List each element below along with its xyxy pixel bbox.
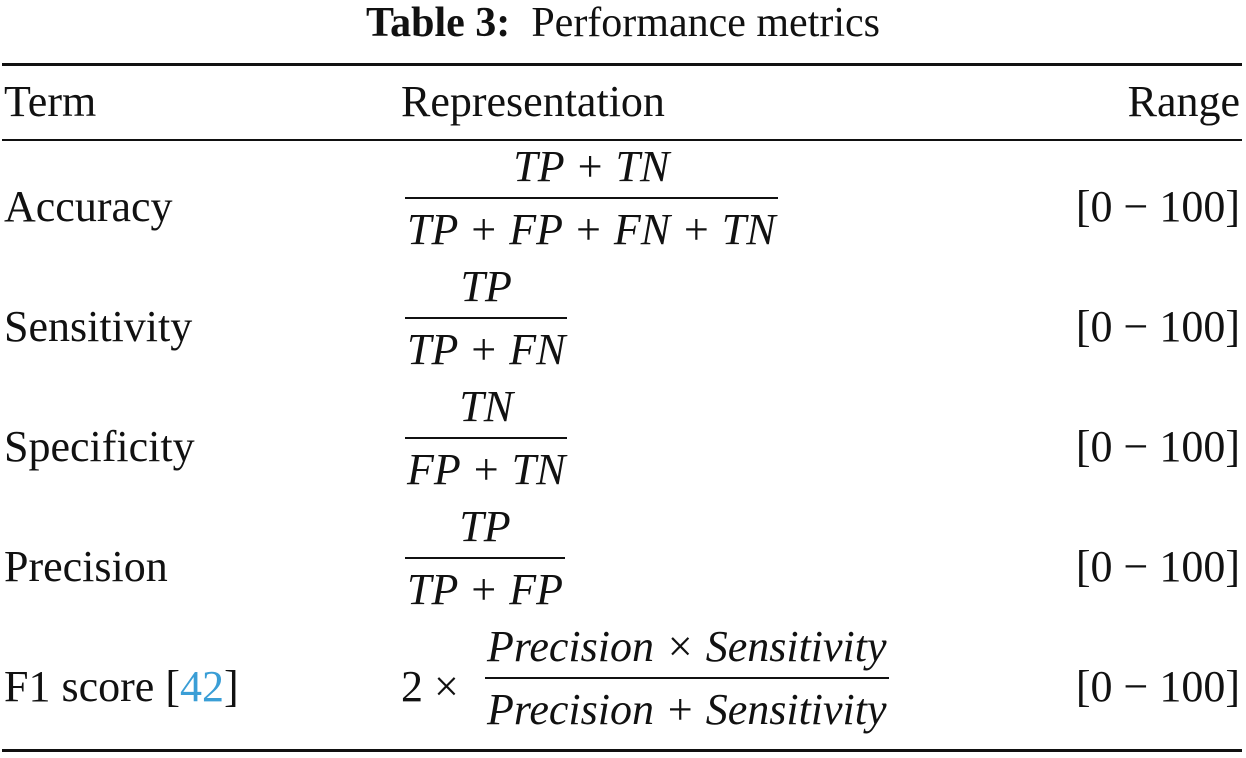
representation-coefficient: 2 × (401, 662, 459, 711)
header-term: Term (4, 77, 97, 126)
top-rule (2, 63, 1242, 66)
term-cell: Specificity (4, 422, 195, 471)
term-cell: Sensitivity (4, 302, 193, 351)
fraction-bar (485, 677, 889, 679)
term-cell: F1 score [42] (4, 662, 239, 711)
term-cell: Precision (4, 542, 168, 591)
fraction-numerator: TN (459, 382, 514, 431)
table-row-f1-score: F1 score [42] 2 × Precision × Sensitivit… (0, 622, 1246, 747)
citation-link[interactable]: 42 (179, 662, 224, 711)
representation-fraction: TP TP + FP (405, 502, 565, 615)
fraction-denominator: Precision + Sensitivity (487, 685, 887, 734)
table-number: Table 3: (365, 0, 511, 46)
header-range: Range (1127, 77, 1240, 126)
range-cell: [0 − 100] (1075, 302, 1240, 351)
table-row-accuracy: Accuracy TP + TN TP + FP + FN + TN [0 − … (0, 142, 1246, 267)
fraction-bar (405, 197, 778, 199)
table-caption: Table 3: Performance metrics (0, 0, 1246, 50)
term-label: F1 score (4, 662, 155, 711)
representation-fraction: TP TP + FN (405, 262, 568, 375)
header-representation: Representation (401, 77, 665, 126)
fraction-bar (405, 437, 568, 439)
bottom-rule (2, 749, 1242, 752)
range-cell: [0 − 100] (1075, 182, 1240, 231)
table-title: Performance metrics (531, 0, 880, 46)
representation-fraction: TN FP + TN (405, 382, 568, 495)
header-rule (2, 139, 1242, 141)
fraction-denominator: TP + FN (407, 325, 566, 374)
table-row-precision: Precision TP TP + FP [0 − 100] (0, 502, 1246, 627)
table-row-specificity: Specificity TN FP + TN [0 − 100] (0, 382, 1246, 507)
representation-fraction: TP + TN TP + FP + FN + TN (405, 142, 778, 255)
fraction-bar (405, 317, 568, 319)
fraction-numerator: TP (460, 262, 512, 311)
range-cell: [0 − 100] (1075, 422, 1240, 471)
range-cell: [0 − 100] (1075, 662, 1240, 711)
fraction-denominator: FP + TN (407, 445, 566, 494)
representation-fraction: Precision × Sensitivity Precision + Sens… (485, 622, 889, 735)
fraction-denominator: TP + FP (407, 565, 563, 614)
fraction-numerator: Precision × Sensitivity (487, 622, 887, 671)
fraction-numerator: TP (459, 502, 511, 551)
range-cell: [0 − 100] (1075, 542, 1240, 591)
fraction-denominator: TP + FP + FN + TN (407, 205, 776, 254)
table-row-sensitivity: Sensitivity TP TP + FN [0 − 100] (0, 262, 1246, 387)
fraction-numerator: TP + TN (513, 142, 670, 191)
term-cell: Accuracy (4, 182, 173, 231)
fraction-bar (405, 557, 565, 559)
